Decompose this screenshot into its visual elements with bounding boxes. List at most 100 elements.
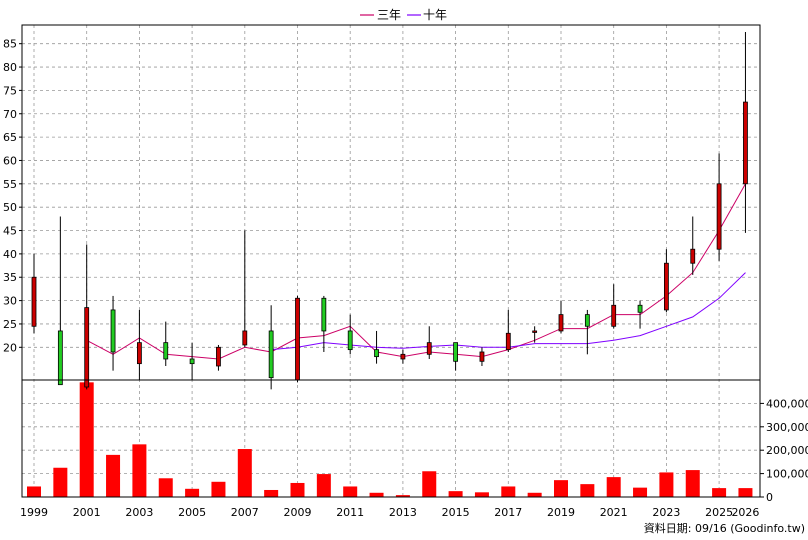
candle-body-up <box>479 351 485 362</box>
candlesticks <box>31 32 748 390</box>
price-tick-label: 65 <box>3 131 17 144</box>
candle-body-up <box>242 330 248 346</box>
candle-body-down <box>163 342 169 360</box>
volume-bar <box>343 486 358 497</box>
volume-tick-label: 0 <box>766 491 773 504</box>
candle-body-down <box>268 330 274 379</box>
year-tick-label: 2017 <box>494 506 522 519</box>
price-tick-label: 55 <box>3 178 17 191</box>
price-axis-ticks: 20 25 30 35 40 45 50 55 60 65 70 75 80 85 <box>3 38 22 354</box>
price-tick-label: 60 <box>3 154 17 167</box>
volume-bar <box>185 488 200 497</box>
price-tick-label: 25 <box>3 318 17 331</box>
legend-label-3yr: 三年 <box>377 8 401 22</box>
volume-bar <box>132 444 147 497</box>
price-tick-label: 70 <box>3 108 17 121</box>
three-year-average-line <box>86 183 746 360</box>
candle-body-up <box>136 342 142 365</box>
volume-tick-label: 200,000 <box>766 444 808 457</box>
year-tick-label: 2013 <box>389 506 417 519</box>
candle-body-up <box>84 307 90 388</box>
volume-tick-label: 400,000 <box>766 397 808 410</box>
volume-bar <box>738 488 753 497</box>
price-tick-label: 85 <box>3 38 17 51</box>
candle-body-up <box>31 276 37 327</box>
year-tick-label: 2015 <box>442 506 470 519</box>
year-tick-label: 2005 <box>178 506 206 519</box>
volume-bar <box>659 472 674 497</box>
volume-tick-label: 300,000 <box>766 421 808 434</box>
volume-bar <box>79 382 94 497</box>
volume-bar <box>580 484 595 497</box>
moving-average-lines <box>86 183 746 360</box>
price-tick-label: 80 <box>3 61 17 74</box>
price-tick-label: 30 <box>3 295 17 308</box>
candle-body-up <box>216 346 221 367</box>
volume-bar <box>264 489 279 497</box>
candle-body-down <box>584 314 590 327</box>
volume-bar <box>53 467 68 497</box>
grid <box>22 25 760 497</box>
candle-body-up <box>690 248 696 264</box>
candle-body-up <box>505 332 511 351</box>
candle-body-down <box>637 304 643 313</box>
candle-body-up <box>664 262 669 311</box>
volume-bar <box>27 486 41 497</box>
volume-bar <box>211 481 226 497</box>
volume-bar <box>158 478 173 497</box>
year-tick-label: 2023 <box>652 506 680 519</box>
candle-body-down <box>321 297 327 332</box>
candle-body-up <box>558 314 564 332</box>
volume-bar <box>527 492 542 497</box>
price-tick-label: 50 <box>3 201 17 214</box>
year-axis-ticks: 1999 2001 2003 2005 2007 2009 2011 2013 2015 2017… <box>20 506 759 519</box>
volume-bar <box>448 491 463 497</box>
year-tick-label: 1999 <box>20 506 48 519</box>
candle-body-up <box>295 297 300 381</box>
volume-bar <box>633 487 648 497</box>
volume-bar <box>369 492 384 497</box>
volume-bar <box>395 495 410 497</box>
candle-body-down <box>57 330 63 386</box>
candle-body-up <box>743 101 748 185</box>
volume-axis-ticks: 0 100,000 200,000 300,000 400,000 <box>760 397 808 504</box>
year-tick-label: 2026 <box>731 506 759 519</box>
price-tick-label: 75 <box>3 84 17 97</box>
plot-frame <box>21 24 761 498</box>
source-note: 資料日期: 09/16 (Goodinfo.tw) <box>644 521 805 535</box>
candle-body-down <box>453 342 459 362</box>
candle-body-down <box>347 330 353 351</box>
volume-bar <box>712 488 727 497</box>
candle-body-down <box>374 349 379 358</box>
legend-label-10yr: 十年 <box>423 8 447 22</box>
volume-bar <box>106 454 121 497</box>
year-tick-label: 2025 <box>705 506 733 519</box>
candle-body-up <box>611 304 617 327</box>
volume-bar <box>290 482 305 497</box>
volume-bar <box>606 477 621 497</box>
candle-body-up <box>716 183 722 250</box>
volume-bar <box>554 480 568 497</box>
year-tick-label: 2009 <box>284 506 312 519</box>
year-tick-label: 2001 <box>73 506 101 519</box>
year-tick-label: 2019 <box>547 506 575 519</box>
candle-body-up <box>426 342 432 355</box>
volume-bars <box>27 382 753 497</box>
chart-frames <box>21 24 761 498</box>
candle-body-up <box>532 330 538 333</box>
year-tick-label: 2003 <box>125 506 153 519</box>
legend: 三年 十年 <box>360 8 447 22</box>
price-tick-label: 40 <box>3 248 17 261</box>
volume-tick-label: 100,000 <box>766 468 808 481</box>
price-tick-label: 35 <box>3 271 17 284</box>
year-tick-label: 2011 <box>336 506 364 519</box>
volume-bar <box>316 474 331 497</box>
candle-body-down <box>110 309 116 353</box>
price-tick-label: 45 <box>3 225 17 238</box>
volume-bar <box>422 471 437 497</box>
volume-bar <box>474 492 489 497</box>
year-tick-label: 2021 <box>600 506 628 519</box>
candle-body-up <box>400 353 406 360</box>
price-tick-label: 20 <box>3 341 17 354</box>
volume-bar <box>501 486 516 497</box>
